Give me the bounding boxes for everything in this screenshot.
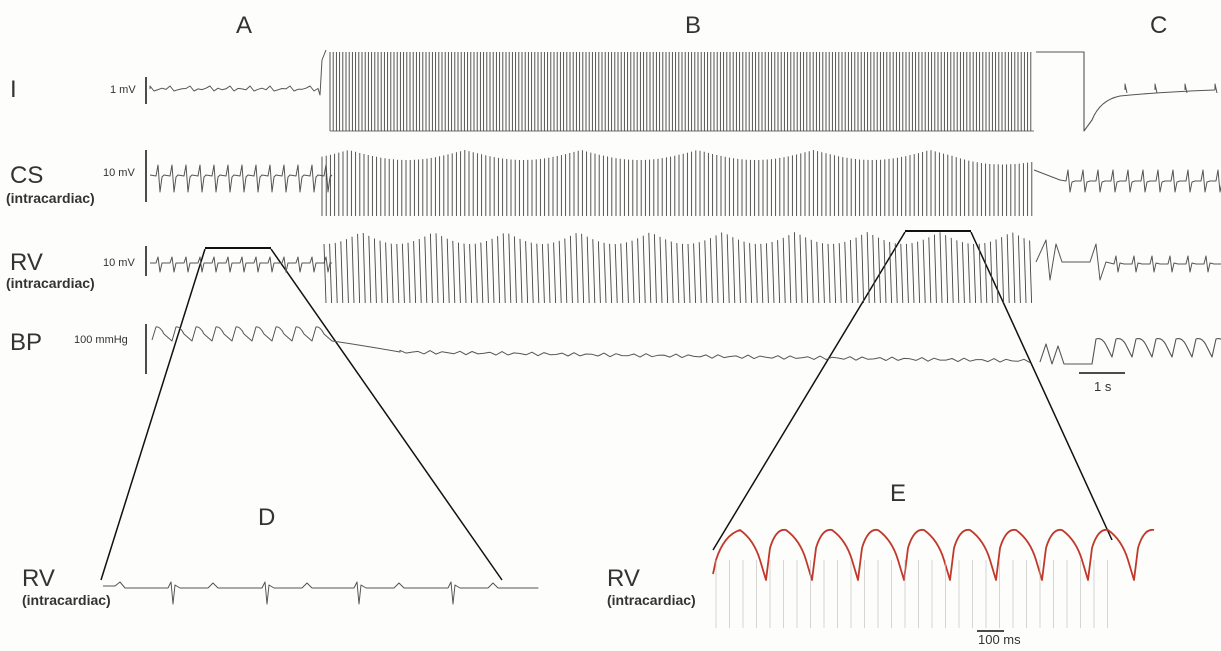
trace-bp-a-b [151, 326, 1031, 364]
trace-rv-c [1035, 239, 1221, 281]
trace-zoom-d [103, 581, 539, 605]
panel-label-b: B [685, 12, 702, 39]
trace-lead-i-fibrillation [329, 52, 1032, 131]
connector-line-d-right [270, 248, 503, 581]
scale-label-rv: 10 mV [103, 257, 135, 269]
connector-line-d-left [100, 248, 206, 581]
connector-line-e-left [712, 231, 906, 551]
scale-bars [145, 77, 1125, 632]
zoom-e-label: RV [607, 565, 640, 592]
row-label-rv: RV [10, 249, 43, 276]
time-scale-label-zoom: 100 ms [978, 632, 1021, 647]
trace-zoom-e-gridlines [715, 560, 1108, 628]
panel-label-d: D [258, 504, 276, 531]
panel-label-a: A [236, 12, 253, 39]
trace-rv-a [150, 256, 332, 273]
trace-lead-i-baseline-a [149, 49, 327, 96]
panel-label-e: E [890, 480, 907, 507]
row-label-bp: BP [10, 329, 43, 356]
scale-label-bp: 100 mmHg [74, 334, 128, 346]
trace-bp-c [1039, 338, 1221, 365]
row-sublabel-rv: (intracardiac) [6, 275, 95, 291]
row-sublabel-cs: (intracardiac) [6, 190, 95, 206]
zoom-d-label: RV [22, 565, 55, 592]
trace-lead-i-recovery-c [1036, 51, 1216, 132]
scale-label-i: 1 mV [110, 84, 136, 96]
scale-label-cs: 10 mV [103, 167, 135, 179]
panel-label-c: C [1150, 12, 1168, 39]
row-label-i: I [10, 76, 17, 103]
trace-lead-i-beats-c [1124, 83, 1218, 94]
zoom-e-sublabel: (intracardiac) [607, 592, 696, 608]
zoom-d-sublabel: (intracardiac) [22, 592, 111, 608]
time-scale-label-main: 1 s [1094, 379, 1112, 394]
trace-cs-c [1033, 169, 1221, 193]
connector-line-e-right [970, 231, 1113, 541]
trace-cs-fibrillation [321, 150, 1033, 216]
trace-rv-fibrillation [323, 232, 1033, 304]
trace-layer [103, 49, 1221, 628]
row-label-cs: CS [10, 162, 44, 189]
trace-zoom-e [712, 528, 1155, 581]
trace-cs-a [149, 164, 333, 193]
zoom-connector-lines [100, 230, 1113, 581]
